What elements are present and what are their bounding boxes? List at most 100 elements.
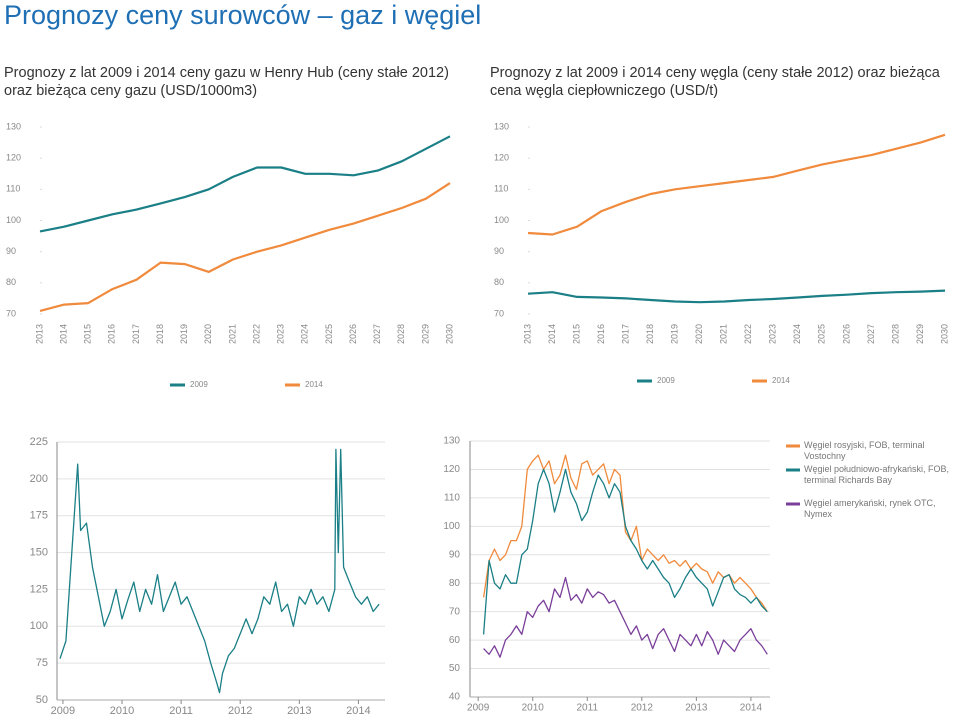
y-tick-label: 80	[6, 277, 16, 287]
x-tick-label: 2019	[179, 324, 189, 344]
x-tick-label: 2026	[348, 324, 358, 344]
x-tick-label: 2021	[227, 324, 237, 344]
series-line	[59, 448, 380, 694]
x-tick-label: 2018	[155, 324, 165, 344]
y-tick-label: 120	[494, 153, 509, 163]
y-tick-label: 90	[6, 246, 16, 256]
y-tick-label: 90	[494, 246, 504, 256]
x-tick-label: 2027	[372, 324, 382, 344]
series-line	[527, 133, 946, 236]
y-tick-label: 50	[449, 663, 461, 674]
x-tick-label: 2017	[131, 324, 141, 344]
y-tick-label: 175	[30, 510, 48, 522]
x-tick-label: 2015	[83, 324, 93, 344]
y-tick-label: 75	[36, 657, 48, 669]
x-tick-label: 2017	[620, 324, 630, 344]
y-tick-label: 120	[6, 153, 21, 163]
x-tick-label: 2010	[110, 705, 134, 717]
y-tick-label: 125	[30, 583, 48, 595]
legend-label: Węgiel amerykański, rynek OTC, Nymex	[804, 498, 936, 519]
y-tick-label: 110	[444, 493, 460, 504]
y-tick-label: 100	[6, 215, 21, 225]
x-tick-label: 2019	[670, 324, 680, 344]
series-line	[482, 468, 768, 635]
y-tick-label: 70	[449, 606, 461, 617]
x-tick-label: 2022	[743, 324, 753, 344]
x-tick-label: 2029	[420, 324, 430, 344]
x-tick-label: 2027	[866, 324, 876, 344]
x-tick-label: 2018	[645, 324, 655, 344]
legend-label: 2014	[772, 376, 790, 385]
x-tick-label: 2024	[300, 324, 310, 344]
x-tick-label: 2014	[346, 705, 370, 717]
legend-label: 2014	[305, 380, 323, 389]
y-tick-label: 120	[443, 464, 460, 475]
y-tick-label: 70	[494, 308, 504, 318]
x-tick-label: 2030	[939, 324, 949, 344]
x-tick-label: 2011	[169, 705, 193, 717]
x-tick-label: 2023	[276, 324, 286, 344]
y-tick-label: 200	[30, 473, 48, 485]
y-tick-label: 100	[443, 521, 460, 532]
y-tick-label: 225	[30, 436, 48, 448]
y-tick-label: 80	[494, 277, 504, 287]
x-tick-label: 2012	[228, 705, 252, 717]
y-tick-label: 110	[494, 184, 508, 194]
x-tick-label: 2028	[890, 324, 900, 344]
y-tick-label: 100	[30, 620, 48, 632]
y-tick-label: 110	[6, 184, 20, 194]
x-tick-label: 2009	[467, 703, 490, 714]
x-tick-label: 2030	[444, 324, 454, 344]
y-tick-label: 50	[36, 694, 48, 706]
series-line	[39, 182, 451, 312]
series-line	[483, 576, 768, 658]
series-line	[39, 135, 451, 233]
x-tick-label: 2013	[287, 705, 311, 717]
x-tick-label: 2014	[547, 324, 557, 344]
x-tick-label: 2020	[694, 324, 704, 344]
x-tick-label: 2009	[51, 705, 75, 717]
chart-title: Prognozy z lat 2009 i 2014 ceny gazu w H…	[4, 65, 449, 99]
x-tick-label: 2013	[34, 324, 44, 344]
legend-label: Węgiel rosyjski, FOB, terminal Vostochny	[804, 440, 925, 461]
x-tick-label: 2021	[719, 324, 729, 344]
x-tick-label: 2022	[251, 324, 261, 344]
chart-title: Prognozy z lat 2009 i 2014 ceny węgla (c…	[490, 65, 940, 99]
x-tick-label: 2010	[522, 703, 545, 714]
y-tick-label: 130	[494, 121, 509, 131]
series-line	[482, 454, 768, 613]
y-tick-label: 90	[449, 549, 461, 560]
x-tick-label: 2015	[571, 324, 581, 344]
y-tick-label: 150	[30, 546, 48, 558]
x-tick-label: 2025	[817, 324, 827, 344]
x-tick-label: 2016	[107, 324, 117, 344]
x-tick-label: 2029	[915, 324, 925, 344]
x-tick-label: 2011	[577, 703, 599, 714]
x-tick-label: 2020	[203, 324, 213, 344]
x-tick-label: 2012	[631, 703, 654, 714]
legend-label: 2009	[190, 380, 208, 389]
x-tick-label: 2013	[522, 324, 532, 344]
x-tick-label: 2014	[740, 703, 763, 714]
x-tick-label: 2016	[596, 324, 606, 344]
y-tick-label: 130	[6, 121, 21, 131]
x-tick-label: 2025	[324, 324, 334, 344]
page-title: Prognozy ceny surowców – gaz i węgiel	[4, 0, 482, 30]
y-tick-label: 40	[449, 692, 461, 703]
x-tick-label: 2028	[396, 324, 406, 344]
x-tick-label: 2013	[685, 703, 708, 714]
x-tick-label: 2026	[841, 324, 851, 344]
y-tick-label: 80	[449, 578, 461, 589]
y-tick-label: 70	[6, 308, 16, 318]
legend-label: 2009	[657, 376, 675, 385]
x-tick-label: 2014	[58, 324, 68, 344]
legend-label: Węgiel południowo-afrykański, FOB, termi…	[804, 464, 950, 485]
y-tick-label: 60	[449, 635, 461, 646]
y-tick-label: 130	[443, 436, 460, 447]
y-tick-label: 100	[494, 215, 509, 225]
x-tick-label: 2024	[792, 324, 802, 344]
series-line	[527, 289, 946, 304]
x-tick-label: 2023	[768, 324, 778, 344]
